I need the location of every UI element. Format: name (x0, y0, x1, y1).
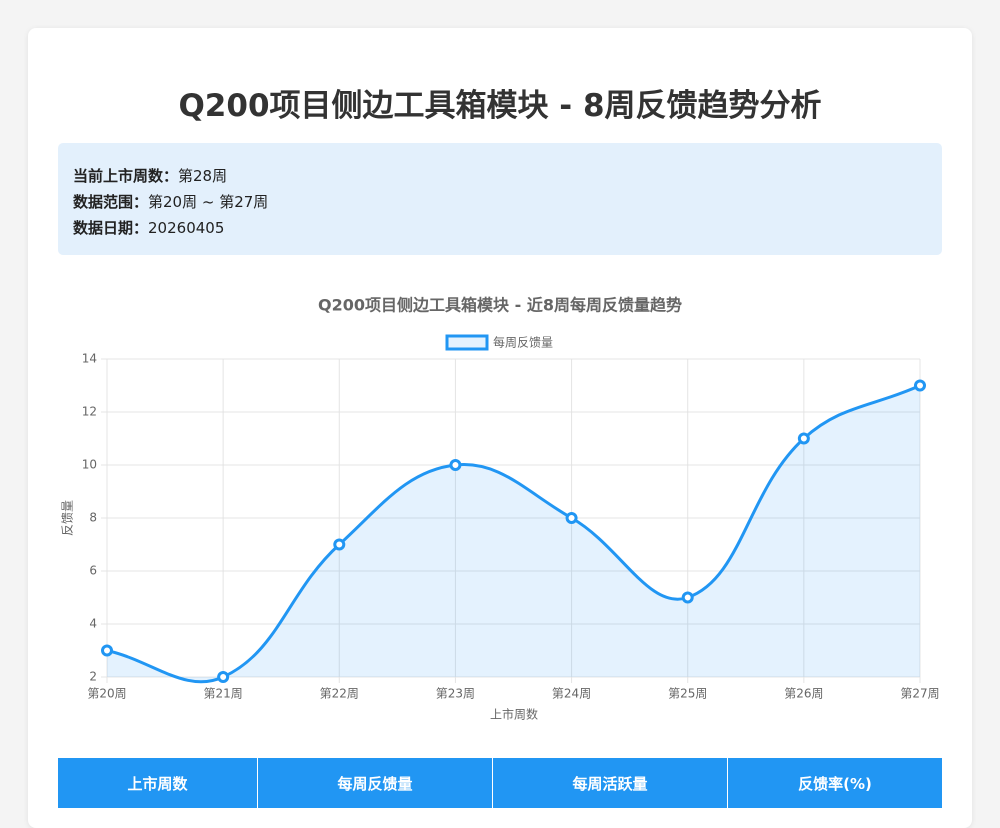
info-label: 数据日期： (73, 219, 149, 237)
info-row: 当前上市周数：第28周 (73, 163, 927, 189)
x-tick-label: 第21周 (204, 687, 243, 701)
point (914, 379, 926, 392)
info-label: 当前上市周数： (73, 167, 179, 185)
y-axis-title: 反馈量 (61, 500, 75, 536)
legend-swatch (445, 334, 489, 351)
y-tick-label: 12 (82, 405, 97, 419)
table-header: 每周反馈量 (257, 758, 493, 808)
x-tick-label: 第26周 (784, 687, 823, 701)
x-tick-label: 第27周 (900, 687, 939, 701)
area (107, 385, 920, 682)
y-tick-label: 10 (82, 458, 97, 472)
point (565, 512, 578, 524)
info-value: 第28周 (178, 167, 228, 185)
info-box: 当前上市周数：第28周 数据范围：第20周 ~ 第27周 数据日期：202604… (58, 143, 942, 255)
y-tick-label: 6 (89, 564, 97, 578)
table-header: 反馈率(%) (727, 758, 942, 808)
y-tick-label: 8 (89, 511, 97, 525)
x-tick-label: 第20周 (87, 687, 126, 701)
chart-title: Q200项目侧边工具箱模块 - 近8周每周反馈量趋势 (318, 296, 682, 315)
point (797, 432, 810, 445)
page: {"header": {"title": "Q200项目侧边工具箱模块 - 8周… (28, 28, 972, 828)
chart: Q200项目侧边工具箱模块 - 近8周每周反馈量趋势 上市周数 反馈量 2 4 6 8… (61, 296, 940, 722)
x-tick-label: 第25周 (668, 687, 707, 701)
table-header: 每周活跃量 (492, 758, 728, 808)
info-row: 数据范围：第20周 ~ 第27周 (73, 189, 927, 215)
data-table: 上市周数 每周反馈量 每周活跃量 反馈率(%) (58, 758, 942, 808)
point (449, 459, 462, 471)
point (101, 644, 113, 657)
x-tick-label: 第22周 (320, 687, 359, 701)
line (106, 384, 921, 684)
info-value: 20260405 (148, 219, 225, 237)
point (333, 538, 346, 551)
table-header: 上市周数 (58, 758, 258, 808)
info-label: 数据范围： (73, 193, 149, 211)
y-tick-label: 14 (82, 352, 97, 366)
info-row: 数据日期：20260405 (73, 215, 927, 241)
point (217, 671, 230, 683)
legend-label: 每周反馈量 (493, 335, 553, 350)
y-tick-label: 2 (89, 670, 97, 684)
page-title: Q200项目侧边工具箱模块 - 8周反馈趋势分析 (178, 88, 822, 124)
table-header-row: 上市周数 每周反馈量 每周活跃量 反馈率(%) (58, 758, 942, 808)
point (681, 591, 694, 604)
y-tick-label: 4 (89, 617, 97, 631)
x-tick-label: 第23周 (436, 687, 475, 701)
info-value: 第20周 ~ 第27周 (148, 193, 269, 211)
x-axis-title: 上市周数 (490, 707, 538, 722)
x-tick-label: 第24周 (552, 687, 591, 701)
